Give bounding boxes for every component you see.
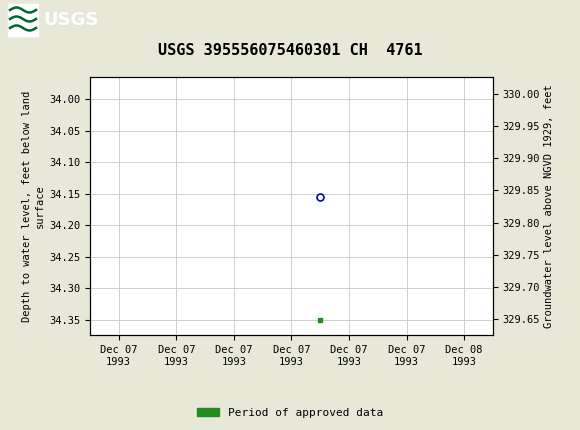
Y-axis label: Depth to water level, feet below land
surface: Depth to water level, feet below land su… [21,91,45,322]
Legend: Period of approved data: Period of approved data [193,403,387,422]
Bar [8,4,38,36]
Text: USGS 395556075460301 CH  4761: USGS 395556075460301 CH 4761 [158,43,422,58]
Y-axis label: Groundwater level above NGVD 1929, feet: Groundwater level above NGVD 1929, feet [545,85,554,328]
Text: USGS: USGS [43,11,99,29]
